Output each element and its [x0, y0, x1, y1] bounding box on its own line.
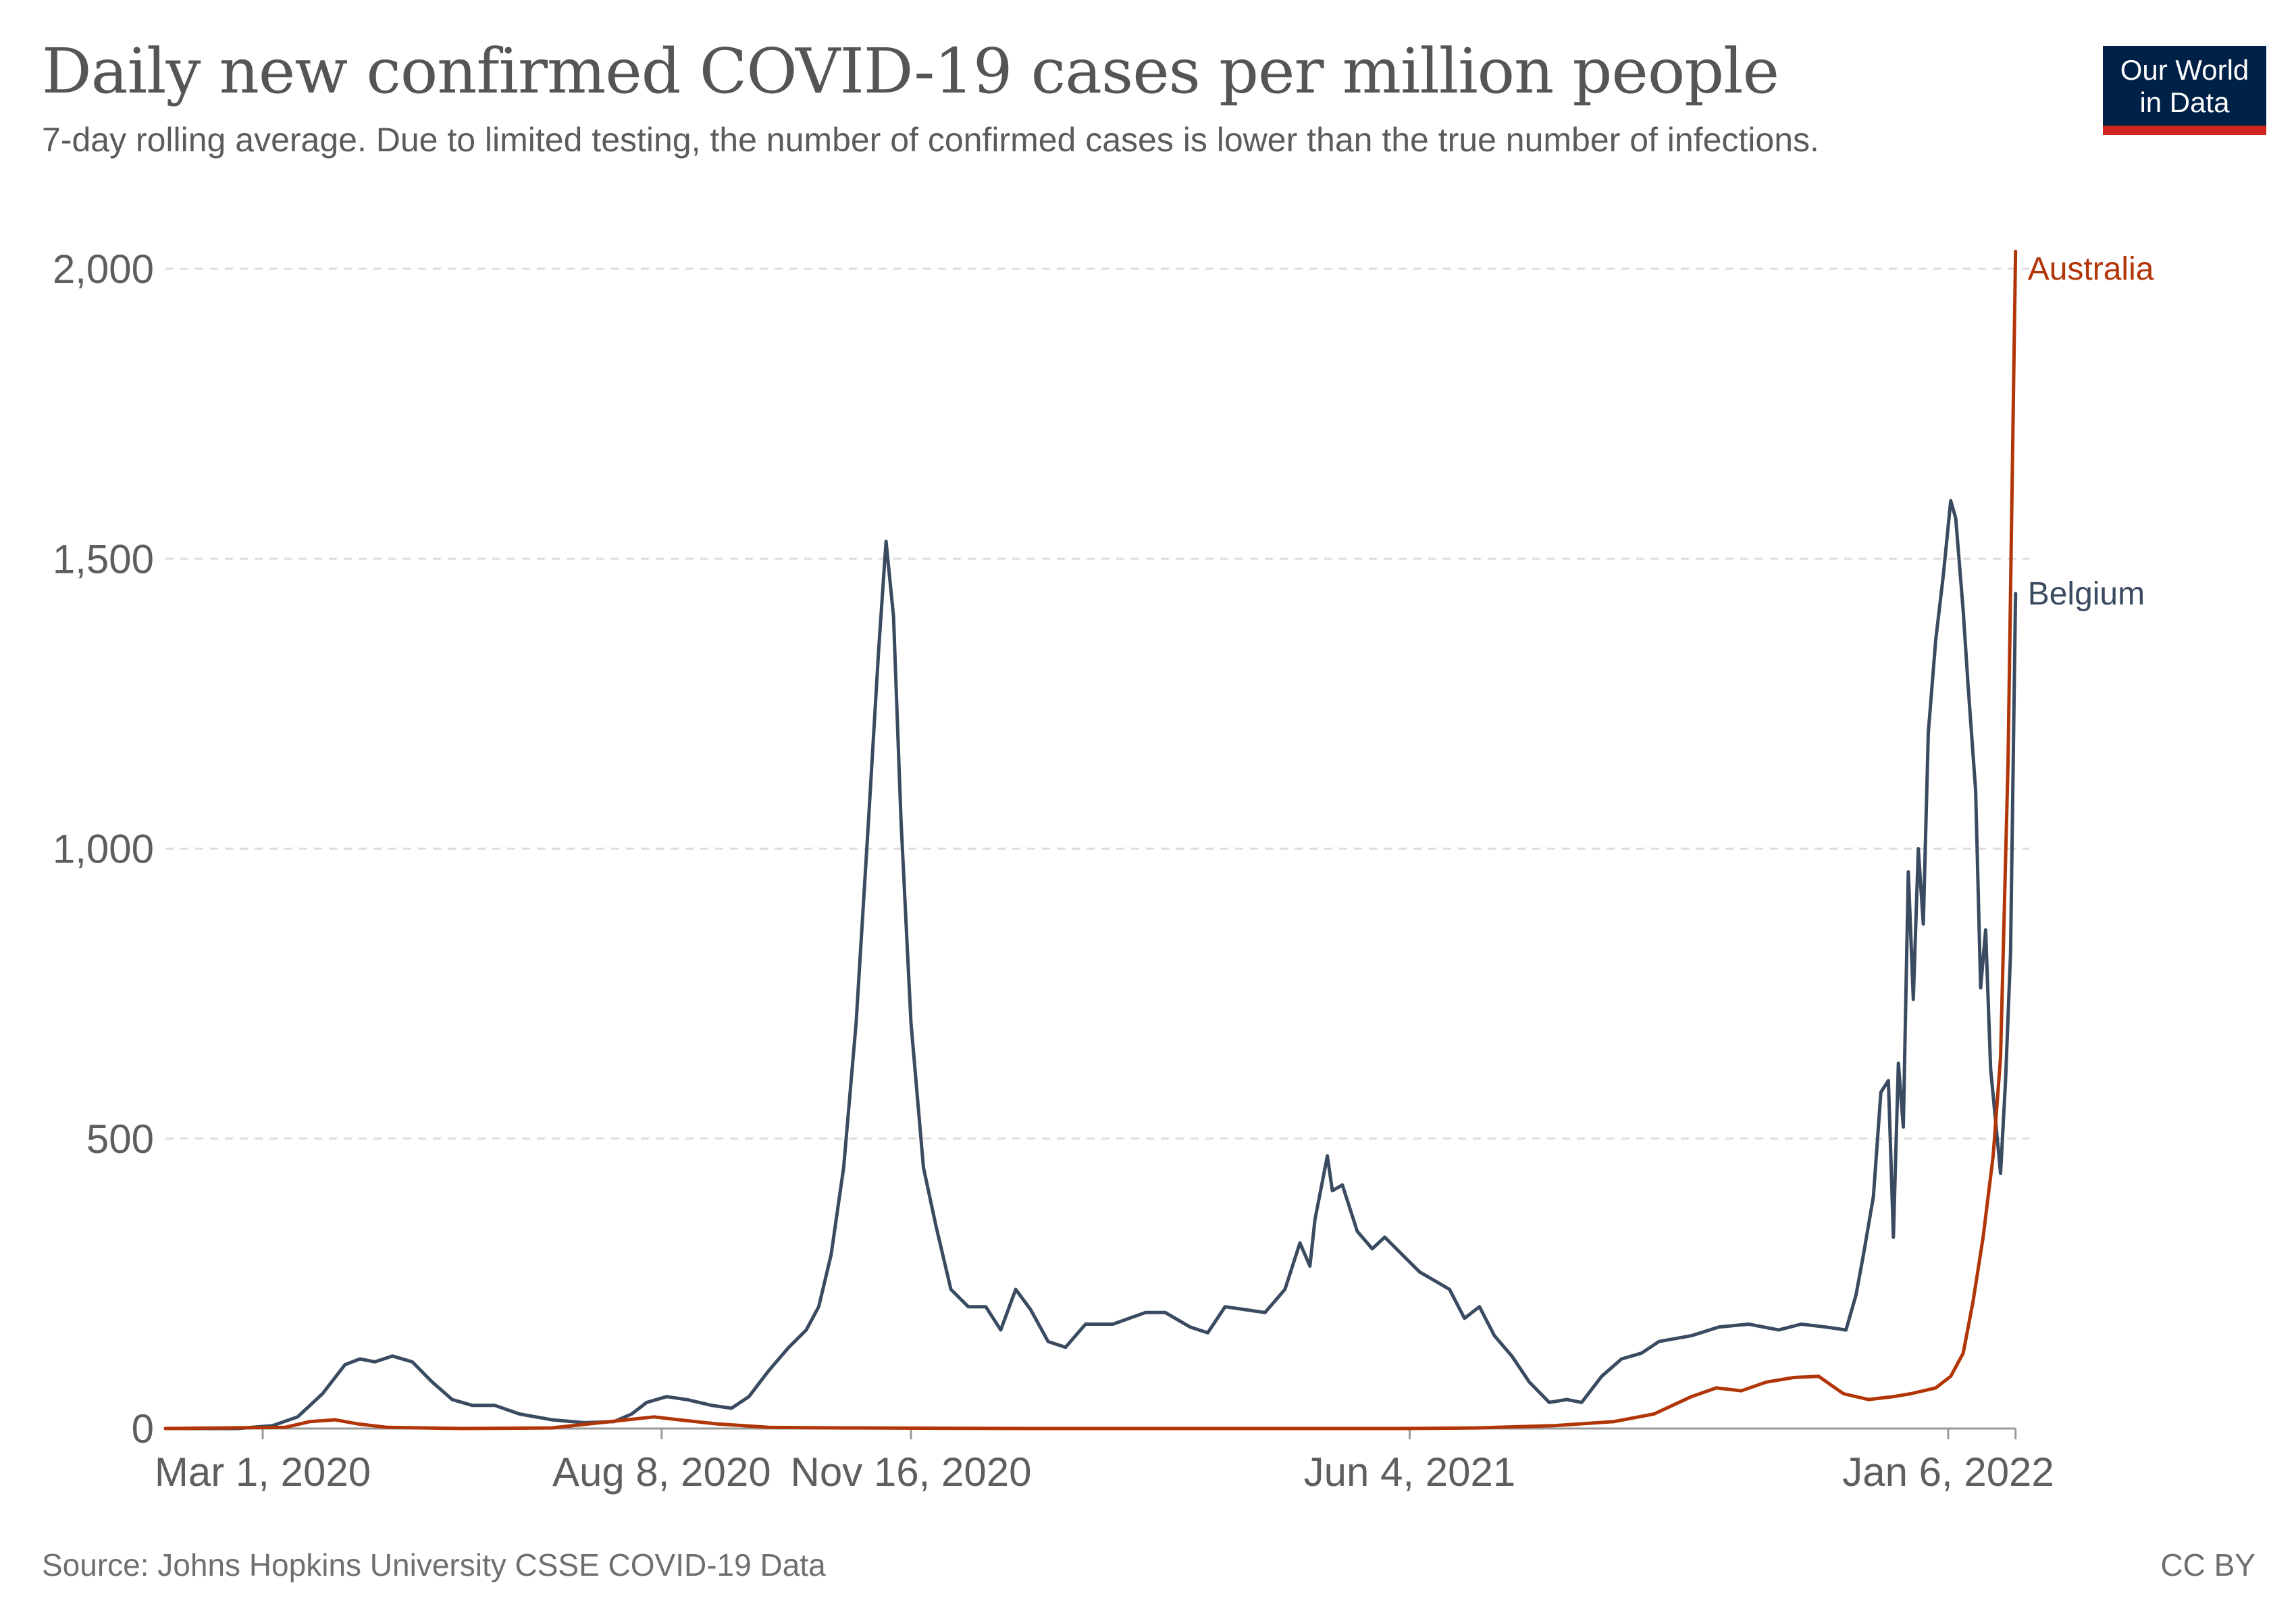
x-tick-label: Jun 4, 2021	[1304, 1449, 1516, 1495]
chart-subtitle: 7-day rolling average. Due to limited te…	[42, 121, 1819, 159]
label-layer: Belgium Australia	[2028, 251, 2154, 612]
series-label-belgium[interactable]: Belgium	[2028, 576, 2145, 612]
license-note[interactable]: CC BY	[2160, 1547, 2255, 1583]
logo-line-1: Our World	[2120, 54, 2249, 86]
series-label-australia[interactable]: Australia	[2028, 251, 2154, 287]
x-tick-label: Aug 8, 2020	[552, 1449, 771, 1495]
y-tick-label: 0	[132, 1406, 154, 1451]
owid-logo[interactable]: Our World in Data	[2103, 46, 2266, 135]
logo-line-2: in Data	[2139, 86, 2230, 118]
axis-layer: 0 500 1,000 1,500 2,000 Mar 1, 2020 Aug 8, 202…	[53, 247, 2054, 1495]
y-tick-label: 2,000	[53, 247, 154, 292]
x-tick-label: Jan 6, 2022	[1842, 1449, 2054, 1495]
y-tick-label: 1,500	[53, 536, 154, 582]
y-tick-label: 500	[86, 1116, 154, 1162]
series-line-australia[interactable]	[163, 249, 2018, 1431]
y-tick-label: 1,000	[53, 827, 154, 872]
x-tick-label: Mar 1, 2020	[155, 1449, 371, 1495]
chart-title: Daily new confirmed COVID-19 cases per m…	[42, 35, 1779, 107]
grid-layer	[165, 267, 2029, 1140]
source-note[interactable]: Source: Johns Hopkins University CSSE CO…	[42, 1547, 826, 1583]
series-line-belgium[interactable]	[163, 498, 2018, 1431]
x-tick-label: Nov 16, 2020	[791, 1449, 1032, 1495]
series-layer	[163, 249, 2018, 1431]
